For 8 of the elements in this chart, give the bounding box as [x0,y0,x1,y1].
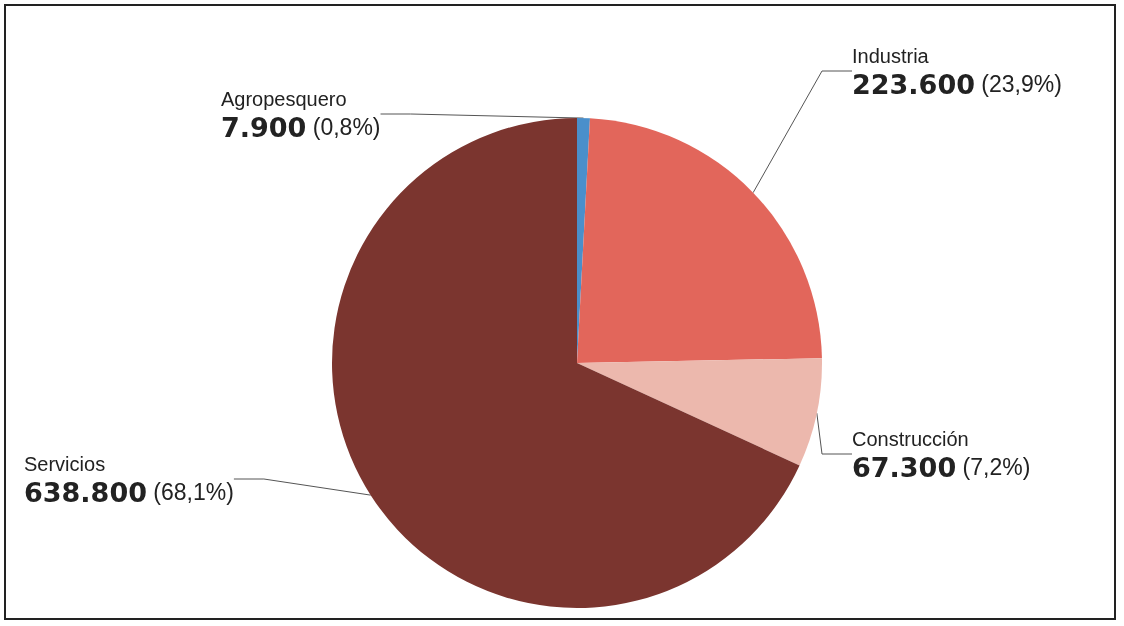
slice-label: Construcción [852,428,969,450]
slice-label: Agropesquero [221,88,347,110]
data-label: 67.300 (7,2%) [852,451,1031,483]
slice-label: Servicios [24,453,106,475]
data-label: 223.600 (23,9%) [852,68,1062,100]
slice-label: Industria [852,45,930,67]
data-label: 638.800 (68,1%) [24,476,234,508]
data-label: 7.900 (0,8%) [221,111,381,143]
